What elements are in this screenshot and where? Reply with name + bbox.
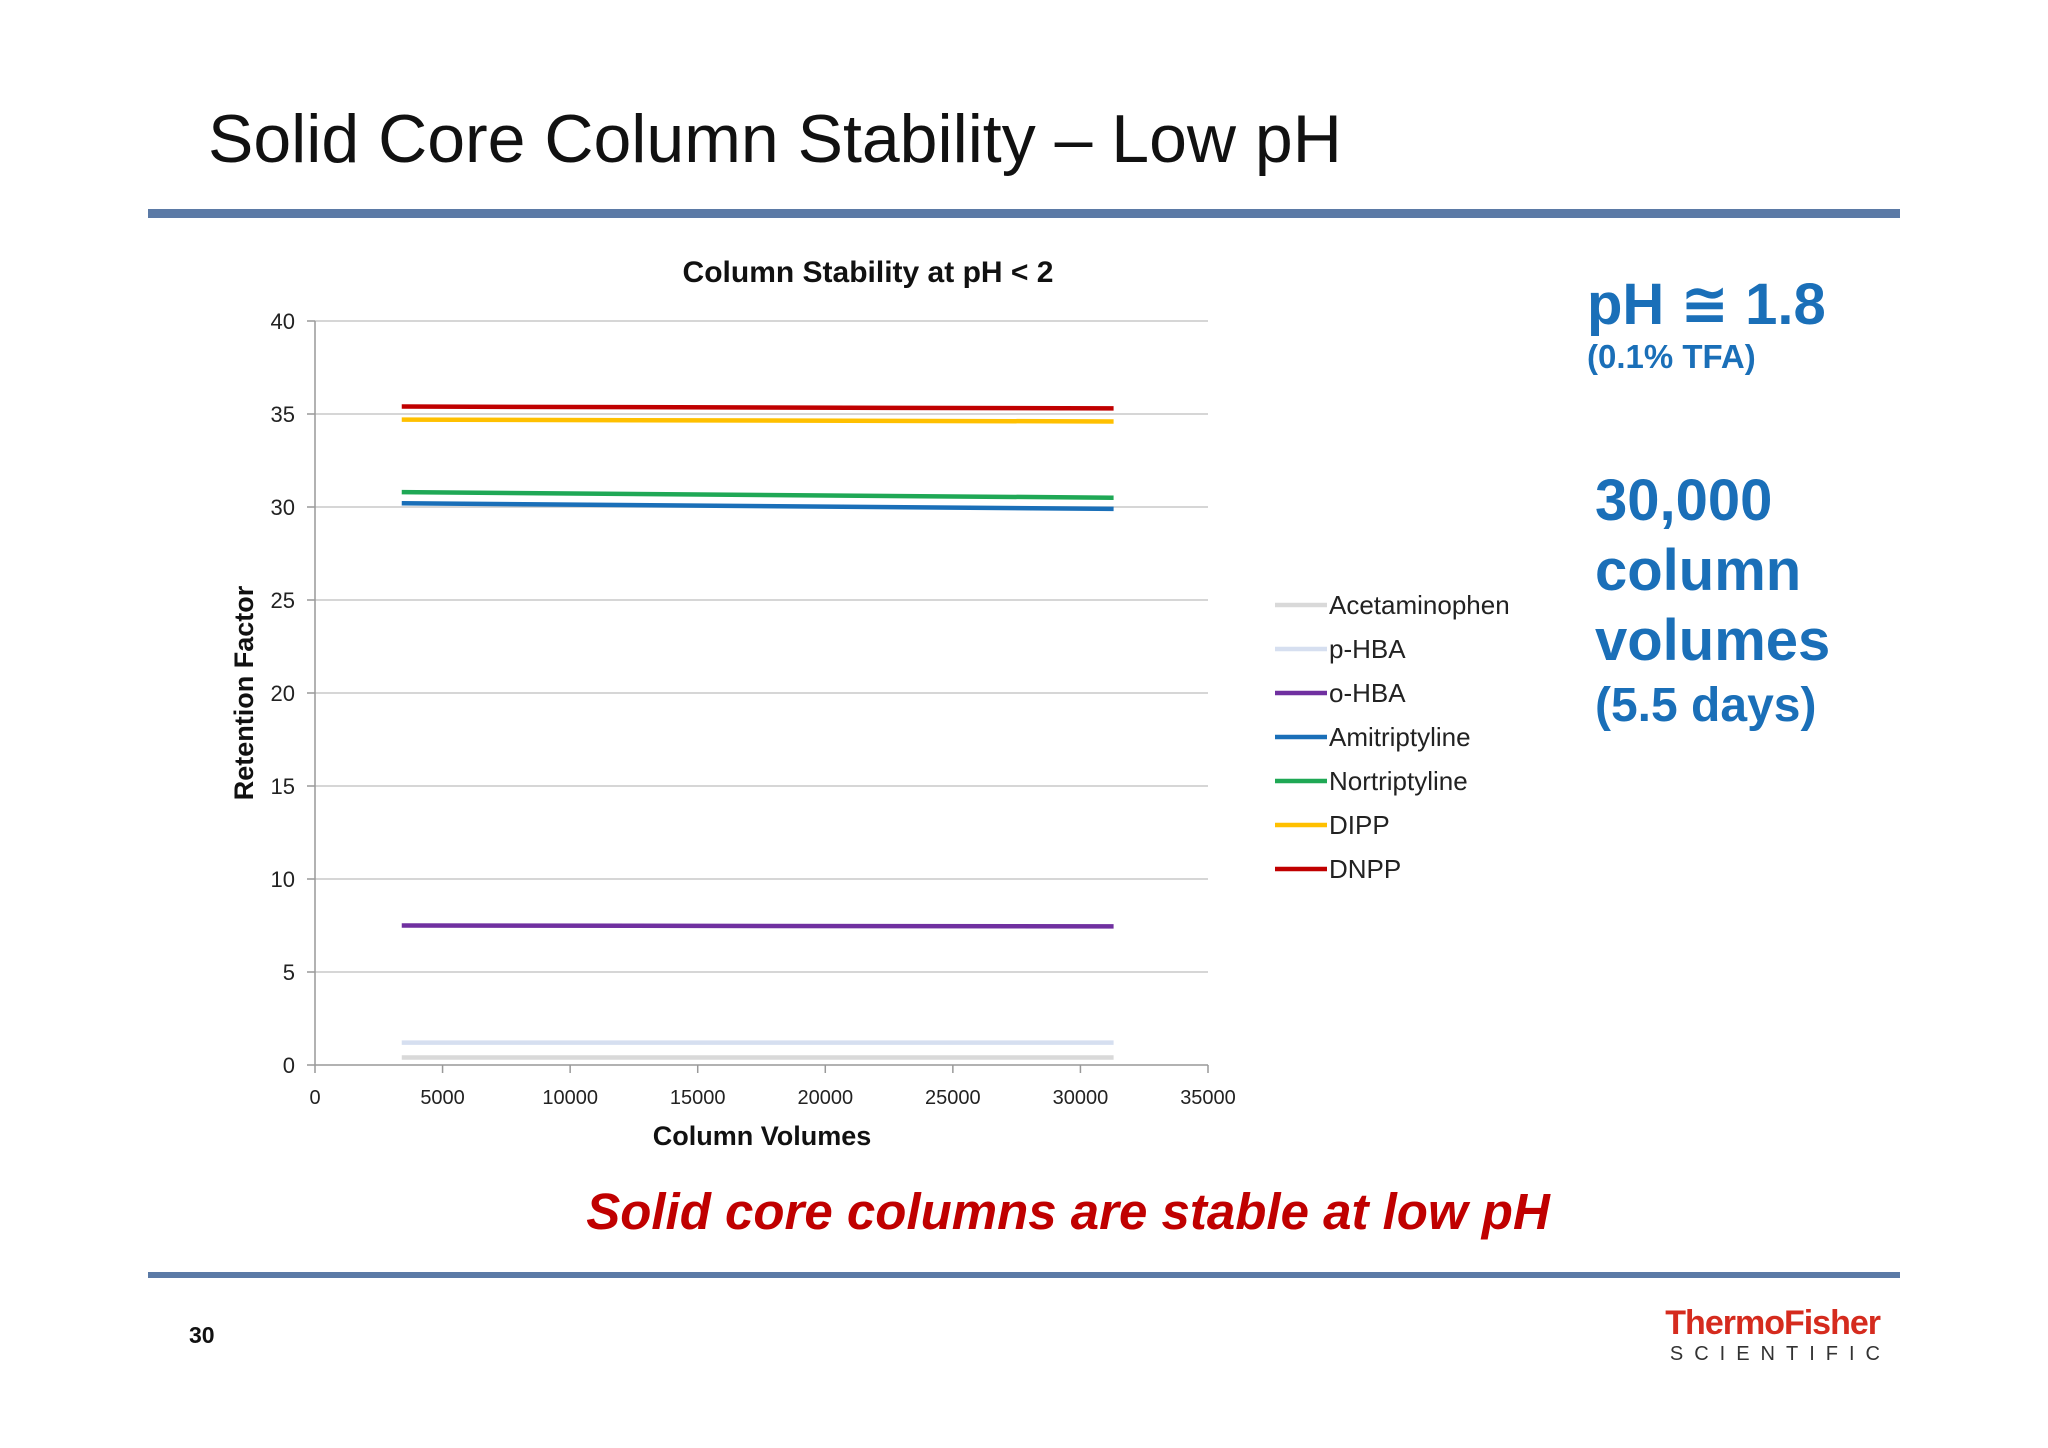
series-line-dnpp <box>401 404 1114 411</box>
x-tick-label: 0 <box>309 1087 320 1109</box>
tfa-callout: (0.1% TFA) <box>1587 338 1756 375</box>
legend-label: p-HBA <box>1329 634 1406 664</box>
logo-sub: SCIENTIFIC <box>1669 1343 1891 1365</box>
x-tick-label: 35000 <box>1180 1087 1236 1109</box>
legend-label: Amitriptyline <box>1329 722 1471 752</box>
series-line-o-hba <box>401 923 1114 929</box>
thermofisher-logo: ThermoFisher SCIENTIFIC <box>1636 1304 1881 1366</box>
grid-lines <box>315 320 1208 973</box>
axes: 0 5 10 15 20 25 30 35 40 0 5000 10000 15000 20000 2500… <box>271 309 1236 1109</box>
logo-brand: ThermoFisher <box>1665 1304 1881 1342</box>
x-tick-label: 10000 <box>542 1087 598 1109</box>
y-tick-label: 5 <box>283 960 295 985</box>
y-tick-label: 30 <box>271 495 295 520</box>
x-tick-label: 25000 <box>925 1087 981 1109</box>
column-volumes-line2: column <box>1595 538 1802 603</box>
y-tick-label: 40 <box>271 309 295 334</box>
y-axis-label: Retention Factor <box>229 585 259 800</box>
y-tick-label: 10 <box>271 867 295 892</box>
legend-label: DNPP <box>1329 854 1401 884</box>
days-callout: (5.5 days) <box>1595 679 1817 732</box>
y-tick-label: 35 <box>271 402 295 427</box>
y-tick-label: 25 <box>271 588 295 613</box>
y-tick-label: 0 <box>283 1053 295 1078</box>
series-line-amitriptyline <box>401 501 1114 512</box>
legend-label: Acetaminophen <box>1329 590 1510 620</box>
column-volumes-line3: volumes <box>1595 608 1831 673</box>
conclusion-text: Solid core columns are stable at low pH <box>586 1183 1550 1240</box>
title-divider <box>148 209 1900 218</box>
column-volumes-callout: 30,000 column volumes <box>1595 466 1830 676</box>
legend-label: DIPP <box>1329 810 1390 840</box>
x-tick-label: 5000 <box>420 1087 465 1109</box>
series-line-dipp <box>401 417 1114 424</box>
legend-label: Nortriptyline <box>1329 766 1468 796</box>
legend-label: o-HBA <box>1329 678 1406 708</box>
x-tick-label: 20000 <box>797 1087 853 1109</box>
page-number: 30 <box>189 1322 215 1348</box>
y-tick-label: 15 <box>271 774 295 799</box>
x-tick-label: 30000 <box>1053 1087 1109 1109</box>
x-tick-label: 15000 <box>670 1087 726 1109</box>
slide-title: Solid Core Column Stability – Low pH <box>208 101 1342 177</box>
series-lines <box>401 404 1114 1060</box>
y-tick-label: 20 <box>271 681 295 706</box>
column-volumes-line1: 30,000 <box>1595 468 1773 533</box>
chart-title: Column Stability at pH < 2 <box>683 256 1054 289</box>
series-line-nortriptyline <box>401 489 1114 500</box>
ph-callout: pH ≅ 1.8 <box>1587 272 1826 337</box>
footer-divider <box>148 1272 1900 1278</box>
x-axis-label: Column Volumes <box>653 1121 872 1151</box>
chart-legend: Acetaminophen p-HBA o-HBA Amitriptyline Nort… <box>1275 590 1510 884</box>
